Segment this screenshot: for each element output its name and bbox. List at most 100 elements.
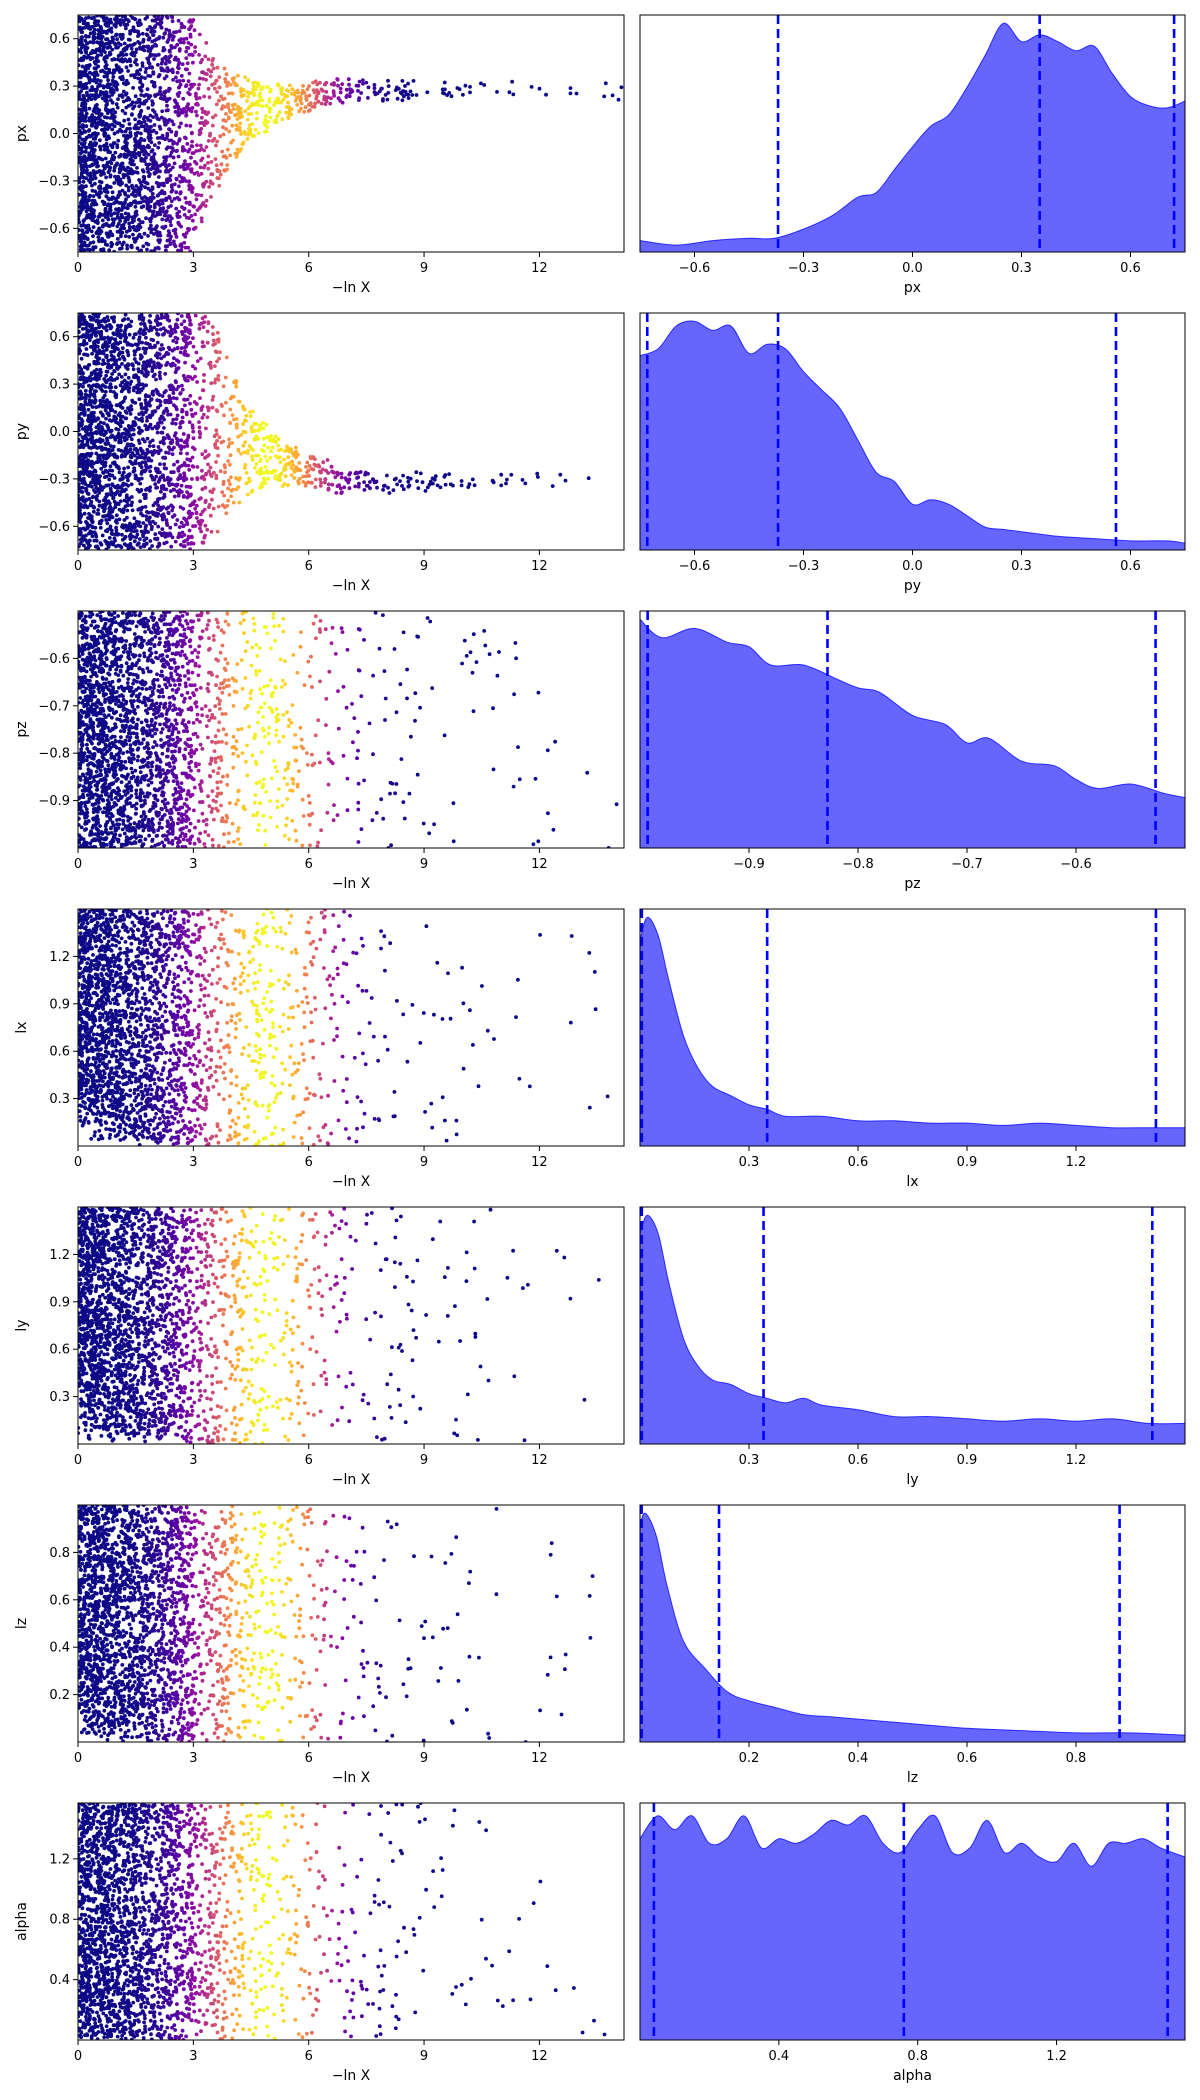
scatter-point [87,383,91,388]
scatter-point [191,18,196,22]
scatter-point [169,129,174,134]
scatter-point [120,161,125,166]
scatter-point [157,141,162,145]
scatter-point [129,244,134,249]
scatter-point [174,206,179,211]
scatter-point [168,237,172,242]
scatter-point [158,475,163,479]
scatter-point [296,90,301,95]
scatter-point [213,445,218,450]
scatter-point [266,445,271,450]
scatter-point [103,156,108,161]
scatter-point [159,486,164,491]
scatter-point [152,325,157,330]
scatter-point [112,362,116,367]
scatter-point [96,508,100,512]
scatter-point [175,440,180,444]
scatter-point [303,105,308,110]
scatter-point [140,61,145,66]
scatter-point [208,74,213,79]
scatter-point [131,25,136,30]
scatter-point [158,169,162,174]
scatter-point [86,525,91,529]
scatter-point [94,106,98,111]
scatter-point [180,383,184,388]
scatter-point [97,491,101,495]
scatter-point [132,357,137,361]
scatter-point [243,419,247,423]
scatter-point [468,90,472,95]
scatter-point [283,467,288,472]
scatter-point [83,102,88,106]
scatter-point [90,113,95,117]
scatter-point [183,334,188,339]
scatter-point [147,319,152,324]
scatter-point [81,175,86,180]
scatter-point [197,425,202,430]
scatter-point [418,471,423,476]
scatter-point [144,541,149,546]
scatter-point [213,364,217,368]
scatter-point [137,193,142,197]
scatter-point [264,129,269,134]
scatter-point [115,161,119,166]
scatter-point [99,27,104,31]
scatter-point [148,488,152,493]
scatter-point [110,473,115,478]
scatter-point [282,457,286,462]
scatter-point [249,490,254,494]
scatter-point [129,319,134,324]
scatter-point [197,32,202,37]
scatter-point [118,340,123,345]
scatter-point [121,470,126,475]
scatter-point [143,76,147,80]
scatter-point [168,324,173,329]
scatter-point [190,130,194,135]
x-tick-label: 0.3 [1011,261,1032,276]
scatter-point [104,121,109,126]
scatter-point [90,146,95,151]
scatter-point [188,162,192,167]
scatter-point [167,127,171,132]
scatter-point [308,108,312,112]
scatter-point [294,96,299,101]
scatter-point [276,437,281,441]
scatter-point [206,462,210,467]
scatter-point [193,524,198,528]
scatter-points-px [78,15,624,252]
scatter-point [225,167,229,172]
scatter-point [160,225,165,230]
scatter-point [110,190,115,195]
scatter-point [139,416,144,421]
scatter-point [78,192,81,197]
scatter-point [128,130,133,135]
scatter-point [290,87,295,92]
scatter-point [160,527,165,531]
scatter-point [121,99,126,104]
scatter-point [430,476,435,481]
scatter-point [107,67,112,72]
scatter-point [292,92,297,97]
scatter-point [103,60,108,64]
scatter-point [109,444,113,448]
scatter-point [141,169,146,174]
scatter-point [316,90,321,95]
scatter-point [126,353,131,358]
scatter-point [82,99,87,103]
scatter-point [96,512,101,516]
scatter-point [88,40,93,44]
scatter-point [277,110,282,114]
scatter-point [353,484,358,489]
scatter-point [109,489,113,494]
scatter-point [90,202,94,207]
scatter-point [154,231,159,236]
scatter-point [126,117,131,122]
scatter-point [170,38,175,42]
scatter-point [262,443,267,448]
scatter-point [443,482,448,487]
scatter-point [97,313,102,316]
scatter-point [169,223,173,228]
scatter-point [83,191,88,195]
scatter-point [82,114,87,119]
scatter-point [340,82,345,86]
